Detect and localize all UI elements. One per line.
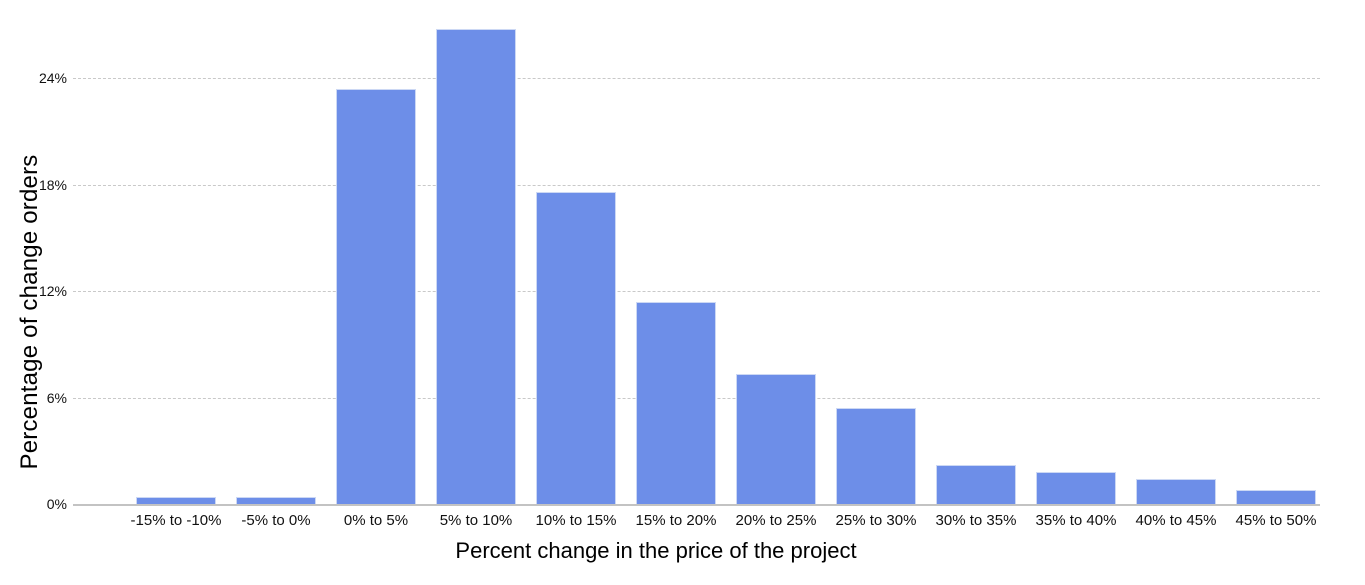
y-axis-title: Percentage of change orders: [16, 154, 43, 470]
x-tick-label: -5% to 0%: [241, 512, 311, 529]
x-tick-label: 30% to 35%: [935, 512, 1017, 529]
y-tick-label: 6%: [46, 389, 67, 406]
bar-0to5: [336, 89, 416, 504]
bar-45to50: [1236, 490, 1316, 504]
bar-30to35: [936, 465, 1016, 504]
gridline: [73, 291, 1320, 293]
x-tick-label: 0% to 5%: [343, 512, 409, 529]
x-tick-label: 5% to 10%: [439, 512, 513, 529]
gridline: [73, 184, 1320, 186]
bar-35to40: [1036, 472, 1116, 504]
x-tick-label: 15% to 20%: [635, 512, 717, 529]
bar--15to-10: [136, 497, 216, 504]
x-axis-title: Percent change in the price of the proje…: [455, 538, 857, 563]
x-tick-label: 35% to 40%: [1035, 512, 1117, 529]
y-tick-label: 24%: [38, 70, 67, 87]
x-tick-label: -15% to -10%: [130, 512, 222, 529]
y-tick-label: 18%: [38, 176, 67, 193]
bar-40to45: [1136, 479, 1216, 504]
gridline: [73, 78, 1320, 80]
x-tick-label: 45% to 50%: [1235, 512, 1317, 529]
x-axis-line: [73, 504, 1320, 506]
bar-20to25: [736, 374, 816, 504]
y-tick-label: 0%: [46, 496, 67, 512]
bar-5to10: [436, 29, 516, 504]
bar-15to20: [636, 302, 716, 504]
bar-25to30: [836, 408, 916, 504]
bar--5to0: [236, 497, 316, 504]
x-tick-label: 40% to 45%: [1135, 512, 1217, 529]
y-tick-label: 12%: [38, 283, 67, 300]
x-tick-label: 20% to 25%: [735, 512, 817, 529]
x-tick-label: 25% to 30%: [835, 512, 917, 529]
x-tick-label: 10% to 15%: [535, 512, 617, 529]
bar-10to15: [536, 192, 616, 504]
